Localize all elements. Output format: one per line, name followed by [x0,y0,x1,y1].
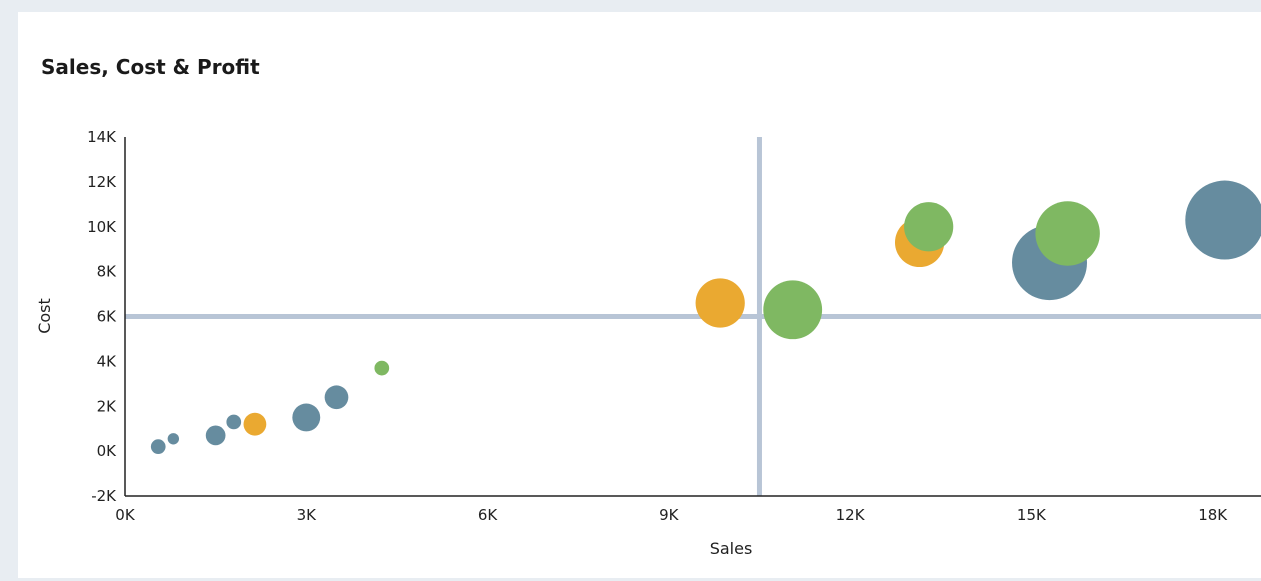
bubble-series-1 [167,433,180,445]
y-axis-label: Cost [35,298,54,334]
x-tick-label: 3K [297,506,318,524]
x-tick-label: 18K [1198,506,1228,524]
bubble-series-3 [374,360,390,376]
bubble-series-1 [226,414,242,430]
bubble-series-1 [205,425,226,446]
y-tick-label: 12K [87,173,117,191]
y-tick-label: 2K [97,397,118,415]
x-tick-label: 6K [478,506,499,524]
x-tick-label: 15K [1017,506,1047,524]
bubble-series-1 [150,439,166,454]
y-tick-label: -2K [91,487,117,505]
bubble-series-2 [243,412,267,436]
y-tick-label: 6K [97,308,118,326]
x-axis-label: Sales [710,539,753,558]
bubble-series-3 [1035,201,1100,266]
y-tick-label: 10K [87,218,117,236]
bubble-series-1 [324,385,349,410]
y-tick-label: 0K [97,442,118,460]
bubble-series-2 [695,278,745,328]
bubble-series-1 [292,403,321,432]
bubble-series-1 [1185,180,1261,260]
y-tick-label: 14K [87,128,117,146]
x-tick-label: 0K [115,506,136,524]
bubble-series-3 [763,280,823,340]
y-tick-label: 8K [97,263,118,281]
x-tick-label: 9K [659,506,680,524]
chart-title: Sales, Cost & Profit [41,55,260,79]
x-tick-label: 12K [836,506,866,524]
bubble-series-3 [904,202,954,252]
y-tick-label: 4K [97,352,118,370]
